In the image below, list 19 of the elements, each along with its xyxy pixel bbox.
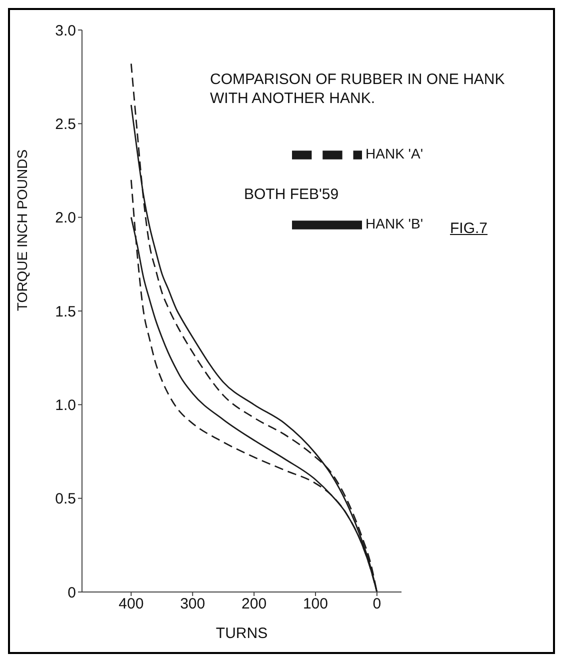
legend-label: HANK 'B' [366,216,423,232]
x-axis-title: TURNS [216,625,268,642]
y-axis-title: TORQUE INCH POUNDS [14,149,30,311]
x-tick-label: 300 [180,596,206,613]
annotation: BOTH FEB'59 [244,186,339,203]
x-tick-label: 100 [302,596,328,613]
y-tick-label: 2.5 [55,116,76,133]
text: COMPARISON OF RUBBER IN ONE HANK WITH ANOTHER HANK. [210,70,506,108]
y-tick-label: 3.0 [55,22,76,40]
y-tick-label: 2.0 [55,210,76,227]
legend-label: HANK 'A' [366,146,423,162]
y-tick-label: 1.0 [55,396,76,414]
x-tick-label: 400 [118,596,144,613]
y-tick-label: 1.5 [55,303,76,320]
x-tick-label: 200 [242,596,267,613]
y-tick-label: 0.5 [55,490,76,508]
caption: FIG.7 [450,220,488,237]
x-tick-label: 0 [372,596,382,613]
y-tick-label: 0 [68,584,76,602]
